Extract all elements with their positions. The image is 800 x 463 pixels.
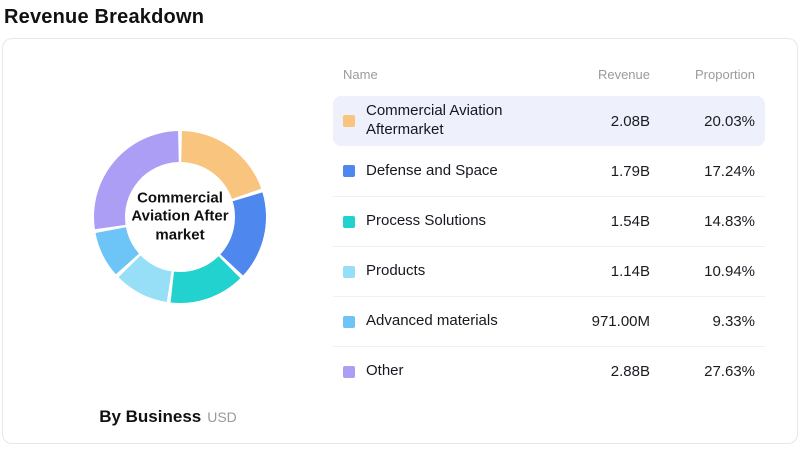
row-name-cell: Commercial Aviation Aftermarket (343, 102, 535, 140)
series-color-swatch (343, 115, 355, 127)
row-name-cell: Products (343, 262, 535, 281)
donut-center-label: Commercial Aviation Aftermarket (131, 189, 229, 244)
legend-table: Name Revenue Proportion Commercial Aviat… (333, 39, 797, 443)
row-name-cell: Process Solutions (343, 212, 535, 231)
series-label: Process Solutions (366, 212, 487, 230)
row-proportion-cell: 20.03% (704, 112, 755, 130)
chart-caption: By Business USD (3, 407, 333, 427)
donut-segment[interactable] (170, 256, 241, 304)
row-name-cell: Other (343, 362, 535, 381)
donut-segment[interactable] (181, 131, 262, 199)
row-revenue-cell: 1.79B (610, 162, 650, 180)
row-revenue-cell: 2.88B (610, 363, 650, 380)
row-name-cell: Defense and Space (343, 162, 535, 181)
row-proportion-cell: 17.24% (704, 162, 755, 180)
series-label: Other (366, 362, 404, 380)
revenue-breakdown-card: Commercial Aviation Aftermarket By Busin… (2, 38, 798, 444)
donut-segment[interactable] (95, 227, 139, 275)
series-label: Defense and Space (366, 161, 498, 179)
column-header-revenue: Revenue (597, 67, 650, 82)
column-header-proportion: Proportion (695, 67, 755, 82)
table-row[interactable]: Advanced materials 971.00M 9.33% (333, 296, 765, 346)
chart-caption-title: By Business (99, 407, 202, 426)
table-row[interactable]: Other 2.88B 27.63% (333, 346, 765, 396)
series-color-swatch (343, 365, 355, 378)
row-proportion-cell: 14.83% (704, 213, 755, 230)
table-row[interactable]: Defense and Space 1.79B 17.24% (333, 146, 765, 196)
row-proportion-cell: 27.63% (704, 363, 755, 380)
series-label: Products (366, 262, 426, 280)
chart-caption-unit: USD (207, 409, 237, 425)
row-revenue-cell: 2.08B (610, 112, 650, 130)
donut-segment[interactable] (93, 131, 179, 230)
row-revenue-cell: 1.14B (610, 263, 650, 280)
column-header-name: Name (343, 67, 378, 82)
table-row[interactable]: Products 1.14B 10.94% (333, 246, 765, 296)
donut-segment[interactable] (118, 255, 172, 302)
row-revenue-cell: 1.54B (610, 213, 650, 230)
donut-segment[interactable] (220, 192, 266, 276)
series-color-swatch (343, 265, 355, 278)
table-row[interactable]: Process Solutions 1.54B 14.83% (333, 196, 765, 246)
page-title: Revenue Breakdown (4, 6, 205, 28)
row-proportion-cell: 9.33% (712, 313, 755, 330)
chart-pane: Commercial Aviation Aftermarket By Busin… (3, 39, 333, 443)
series-color-swatch (343, 315, 355, 328)
table-header-row: Name Revenue Proportion (333, 67, 765, 96)
donut-chart[interactable]: Commercial Aviation Aftermarket (70, 107, 290, 327)
table-row[interactable]: Commercial Aviation Aftermarket 2.08B 20… (333, 96, 765, 146)
donut-chart-svg[interactable] (70, 107, 290, 327)
row-revenue-cell: 971.00M (591, 313, 650, 330)
series-label: Commercial Aviation Aftermarket (366, 102, 503, 138)
series-color-swatch (343, 215, 355, 228)
series-color-swatch (343, 165, 355, 177)
series-label: Advanced materials (366, 312, 498, 330)
row-proportion-cell: 10.94% (704, 263, 755, 280)
row-name-cell: Advanced materials (343, 312, 535, 331)
